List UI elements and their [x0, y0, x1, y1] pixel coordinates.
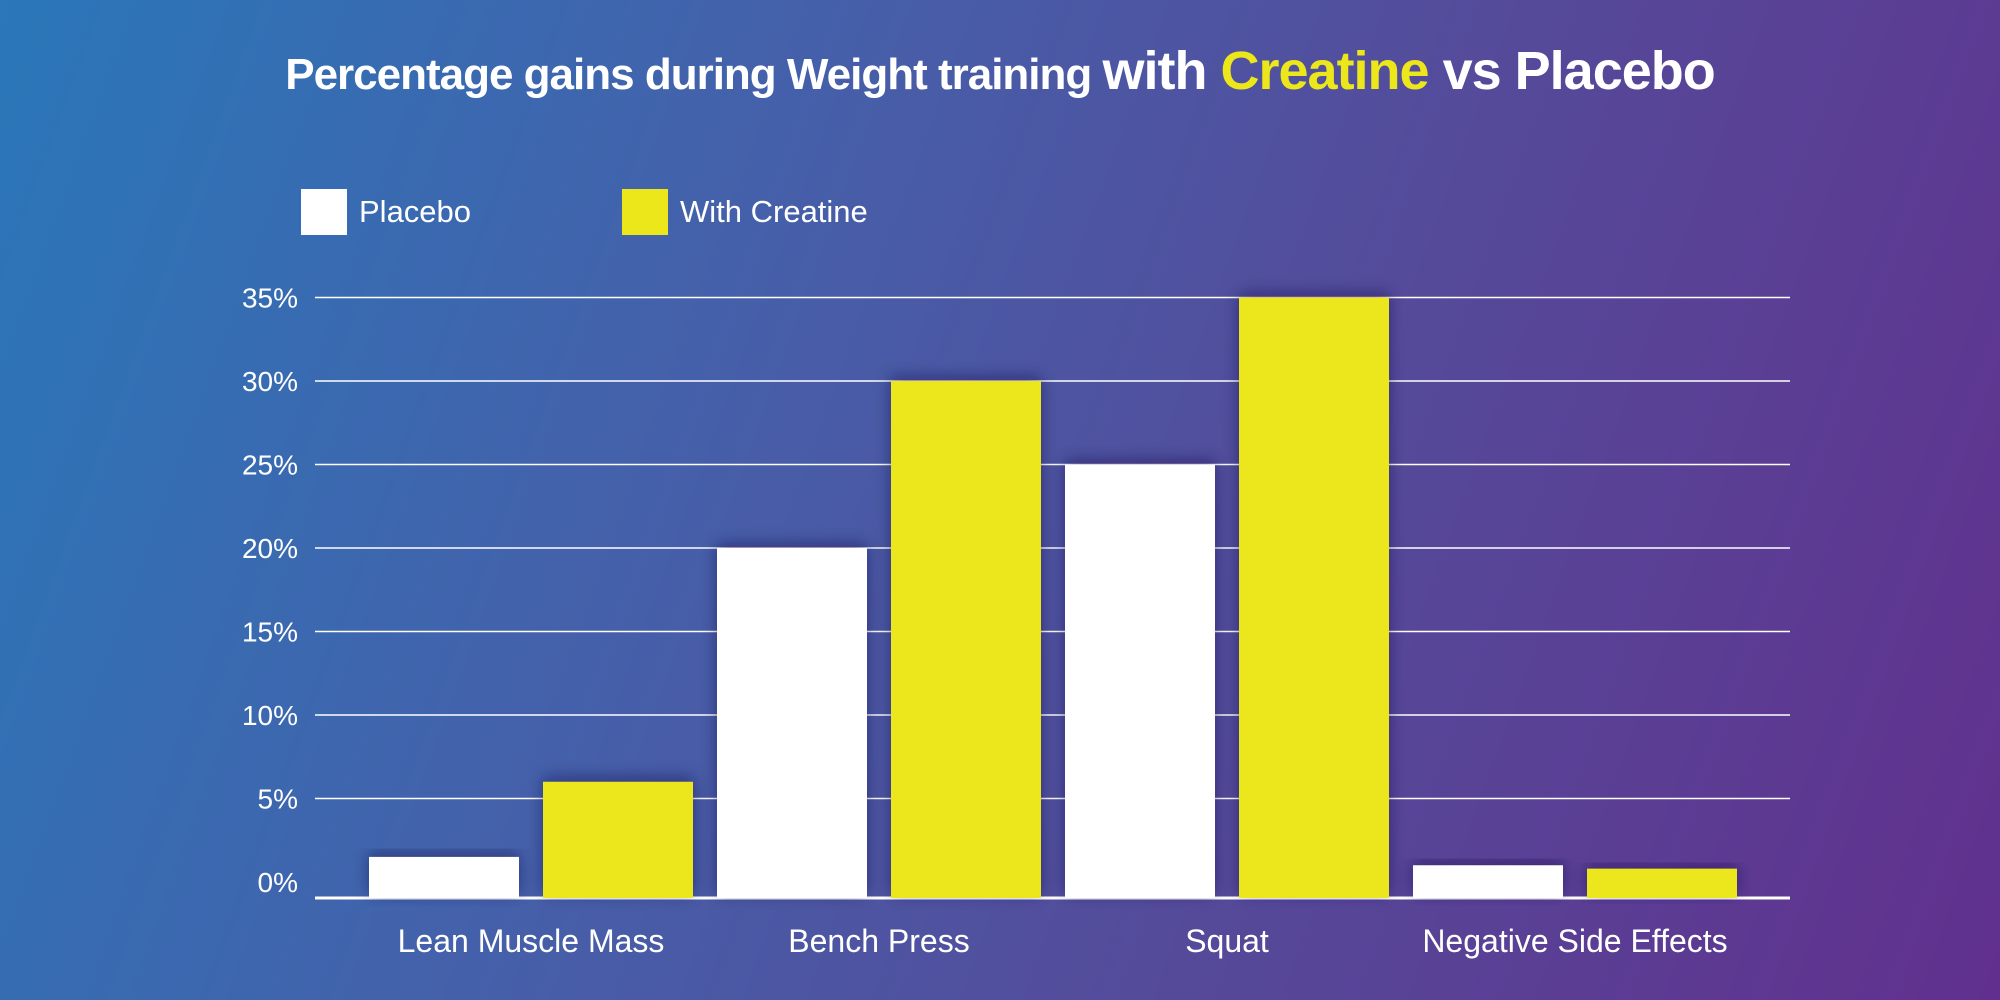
legend-item-placebo: Placebo — [301, 189, 471, 235]
bar-placebo — [369, 856, 519, 898]
chart-title: Percentage gains during Weight training … — [0, 40, 2000, 102]
y-tick-label: 25% — [242, 450, 298, 481]
y-tick-label: 5% — [258, 784, 298, 815]
legend-swatch-creatine — [622, 189, 668, 235]
legend-swatch-placebo — [301, 189, 347, 235]
legend-label-creatine: With Creatine — [680, 194, 868, 229]
title-part1: Percentage gains during Weight training — [285, 50, 1103, 99]
bar-placebo — [1065, 464, 1215, 898]
y-tick-label: 10% — [242, 700, 298, 731]
y-tick-label: 30% — [242, 366, 298, 397]
bar-placebo — [1413, 865, 1563, 898]
bar-creatine — [1239, 297, 1389, 898]
y-tick-label: 0% — [258, 867, 298, 898]
legend-item-creatine: With Creatine — [622, 189, 868, 235]
bar-creatine — [543, 781, 693, 898]
legend-label-placebo: Placebo — [359, 194, 472, 229]
y-tick-label: 35% — [242, 283, 298, 314]
bar-creatine — [891, 381, 1041, 898]
x-tick-label: Negative Side Effects — [1422, 923, 1727, 959]
x-tick-label: Lean Muscle Mass — [398, 923, 665, 959]
y-tick-label: 20% — [242, 533, 298, 564]
title-part3: vs Placebo — [1428, 41, 1716, 101]
y-tick-label: 15% — [242, 617, 298, 648]
title-part2: with — [1102, 41, 1221, 101]
bar-placebo — [717, 548, 867, 898]
bar-creatine — [1587, 868, 1737, 898]
x-tick-label: Squat — [1185, 923, 1269, 959]
title-highlight: Creatine — [1220, 41, 1430, 101]
x-tick-label: Bench Press — [788, 923, 969, 959]
